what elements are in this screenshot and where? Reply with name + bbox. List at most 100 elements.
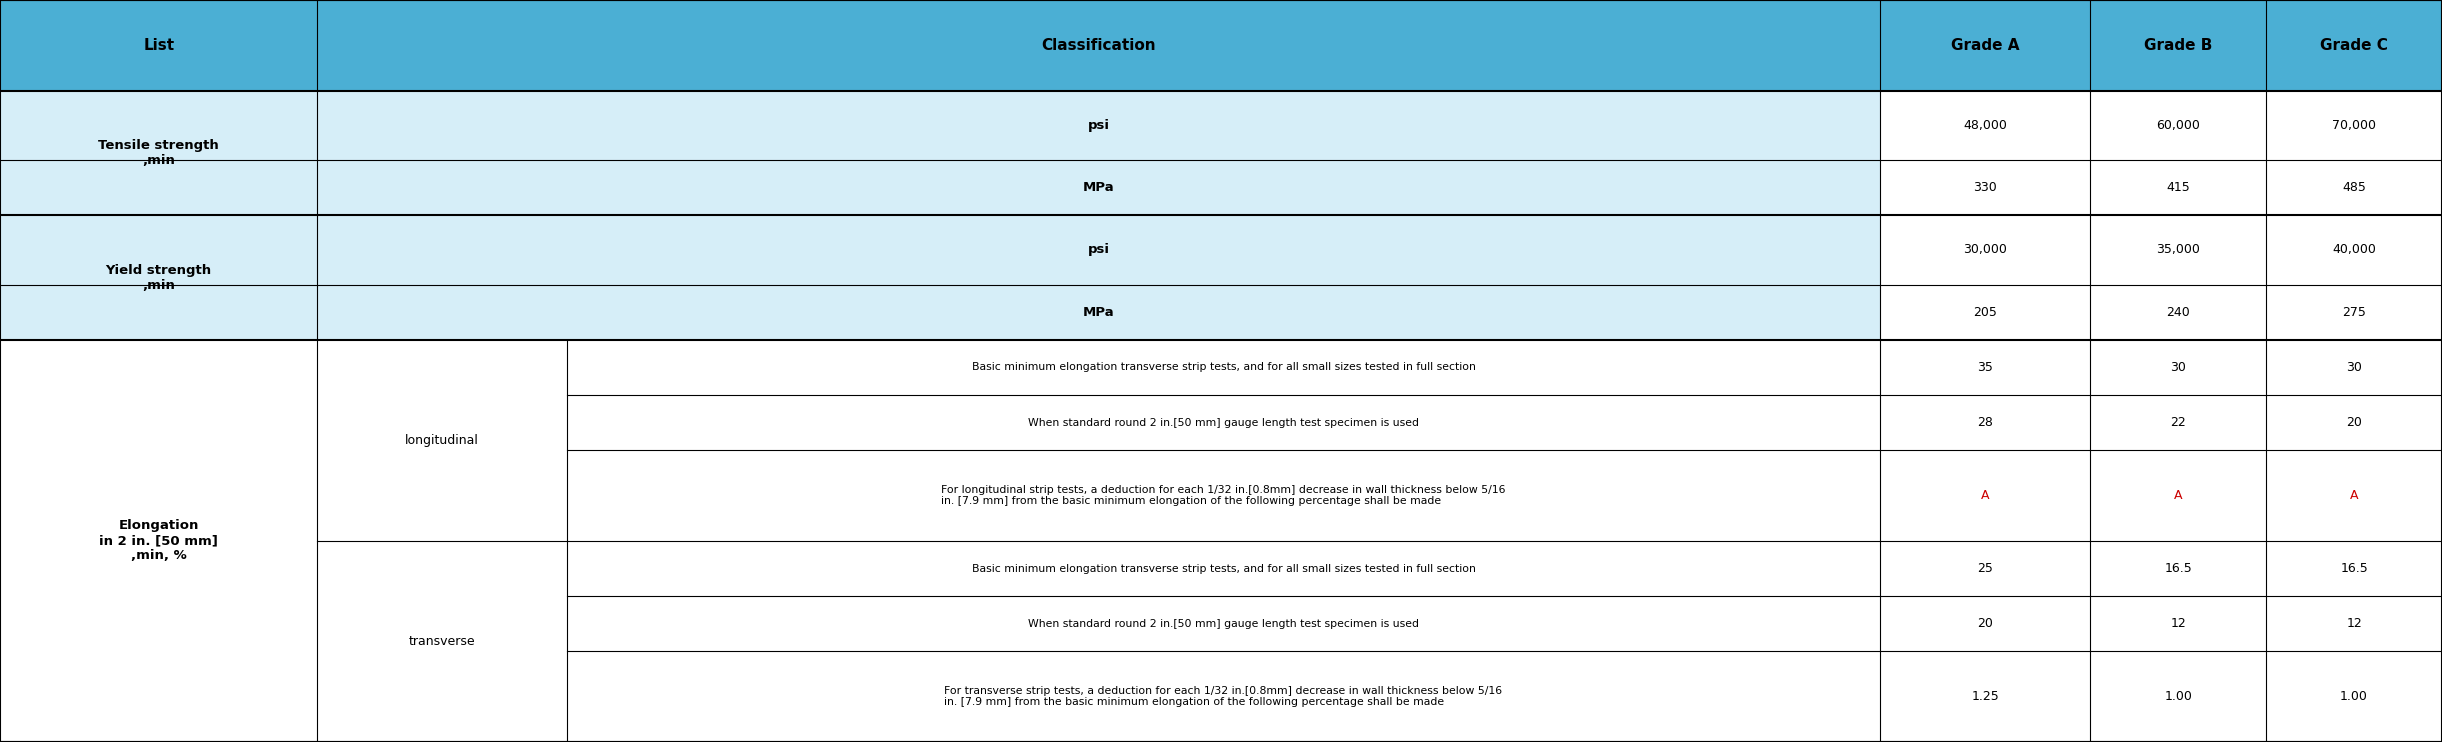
Bar (2266, 651, 2442, 742)
Bar (317, 91, 1880, 160)
Text: 1.00: 1.00 (2164, 690, 2193, 703)
Text: Elongation
in 2 in. [50 mm]
,min, %: Elongation in 2 in. [50 mm] ,min, % (100, 519, 217, 562)
Bar (317, 340, 567, 395)
Bar (1880, 340, 2090, 395)
Bar (2266, 596, 2442, 651)
Text: 20: 20 (2347, 416, 2361, 429)
Bar (2266, 340, 2442, 395)
Text: When standard round 2 in.[50 mm] gauge length test specimen is used: When standard round 2 in.[50 mm] gauge l… (1028, 619, 1419, 628)
Bar (2266, 0, 2442, 91)
Text: For longitudinal strip tests, a deduction for each 1/32 in.[0.8mm] decrease in w: For longitudinal strip tests, a deductio… (940, 485, 1507, 506)
Bar (317, 0, 1880, 91)
Text: 30: 30 (2171, 361, 2186, 374)
Bar (2090, 340, 2266, 395)
Text: psi: psi (1087, 243, 1111, 257)
Bar (317, 450, 567, 541)
Bar (0, 91, 317, 215)
Text: A: A (2173, 489, 2183, 502)
Bar (2090, 215, 2266, 285)
Text: 30: 30 (2347, 361, 2361, 374)
Bar (567, 395, 1880, 450)
Bar (1880, 596, 2090, 651)
Text: A: A (2349, 489, 2359, 502)
Bar (1880, 450, 2090, 541)
Bar (317, 160, 1880, 215)
Text: MPa: MPa (1084, 181, 1114, 194)
Bar (567, 651, 1880, 742)
Text: MPa: MPa (1084, 306, 1114, 319)
Text: Basic minimum elongation transverse strip tests, and for all small sizes tested : Basic minimum elongation transverse stri… (972, 362, 1475, 372)
Bar (2266, 215, 2442, 285)
Bar (2266, 395, 2442, 450)
Text: Tensile strength
,min: Tensile strength ,min (98, 139, 220, 167)
Text: A: A (1980, 489, 1990, 502)
Bar (2266, 450, 2442, 541)
Text: 28: 28 (1978, 416, 1993, 429)
Bar (1880, 541, 2090, 596)
Text: 12: 12 (2171, 617, 2186, 630)
Bar (317, 541, 567, 742)
Text: 35,000: 35,000 (2156, 243, 2200, 257)
Text: 1.25: 1.25 (1971, 690, 2000, 703)
Bar (2090, 541, 2266, 596)
Text: 60,000: 60,000 (2156, 119, 2200, 132)
Bar (317, 596, 567, 651)
Text: When standard round 2 in.[50 mm] gauge length test specimen is used: When standard round 2 in.[50 mm] gauge l… (1028, 418, 1419, 427)
Bar (317, 541, 567, 596)
Text: 70,000: 70,000 (2332, 119, 2376, 132)
Bar (1880, 395, 2090, 450)
Bar (0, 215, 317, 340)
Bar (1880, 91, 2090, 160)
Bar (1880, 160, 2090, 215)
Text: longitudinal: longitudinal (405, 434, 479, 447)
Bar (567, 541, 1880, 596)
Text: 40,000: 40,000 (2332, 243, 2376, 257)
Bar (567, 596, 1880, 651)
Text: psi: psi (1087, 119, 1111, 132)
Bar (1880, 0, 2090, 91)
Bar (2090, 160, 2266, 215)
Bar (2090, 596, 2266, 651)
Text: 35: 35 (1978, 361, 1993, 374)
Bar (1880, 215, 2090, 285)
Bar (317, 395, 567, 450)
Text: 1.00: 1.00 (2339, 690, 2369, 703)
Text: 415: 415 (2166, 181, 2190, 194)
Text: 16.5: 16.5 (2164, 562, 2193, 575)
Text: 485: 485 (2342, 181, 2366, 194)
Text: Yield strength
,min: Yield strength ,min (105, 263, 212, 292)
Bar (2266, 285, 2442, 340)
Bar (2090, 91, 2266, 160)
Text: Classification: Classification (1043, 38, 1155, 53)
Bar (317, 651, 567, 742)
Text: Grade C: Grade C (2320, 38, 2388, 53)
Text: Grade B: Grade B (2144, 38, 2212, 53)
Text: List: List (144, 38, 173, 53)
Bar (2090, 395, 2266, 450)
Text: 240: 240 (2166, 306, 2190, 319)
Bar (317, 340, 567, 541)
Text: For transverse strip tests, a deduction for each 1/32 in.[0.8mm] decrease in wal: For transverse strip tests, a deduction … (945, 686, 1502, 707)
Bar (1880, 285, 2090, 340)
Text: transverse: transverse (408, 635, 476, 648)
Bar (2090, 450, 2266, 541)
Text: 275: 275 (2342, 306, 2366, 319)
Text: 25: 25 (1978, 562, 1993, 575)
Text: 48,000: 48,000 (1963, 119, 2007, 132)
Bar (2090, 285, 2266, 340)
Text: 16.5: 16.5 (2339, 562, 2369, 575)
Bar (567, 450, 1880, 541)
Bar (2090, 651, 2266, 742)
Bar (317, 285, 1880, 340)
Bar (567, 340, 1880, 395)
Bar (317, 215, 1880, 285)
Text: 30,000: 30,000 (1963, 243, 2007, 257)
Text: 12: 12 (2347, 617, 2361, 630)
Text: 205: 205 (1973, 306, 1998, 319)
Bar (0, 0, 317, 91)
Bar (2266, 160, 2442, 215)
Text: Basic minimum elongation transverse strip tests, and for all small sizes tested : Basic minimum elongation transverse stri… (972, 563, 1475, 574)
Text: 20: 20 (1978, 617, 1993, 630)
Text: Grade A: Grade A (1951, 38, 2020, 53)
Text: 330: 330 (1973, 181, 1998, 194)
